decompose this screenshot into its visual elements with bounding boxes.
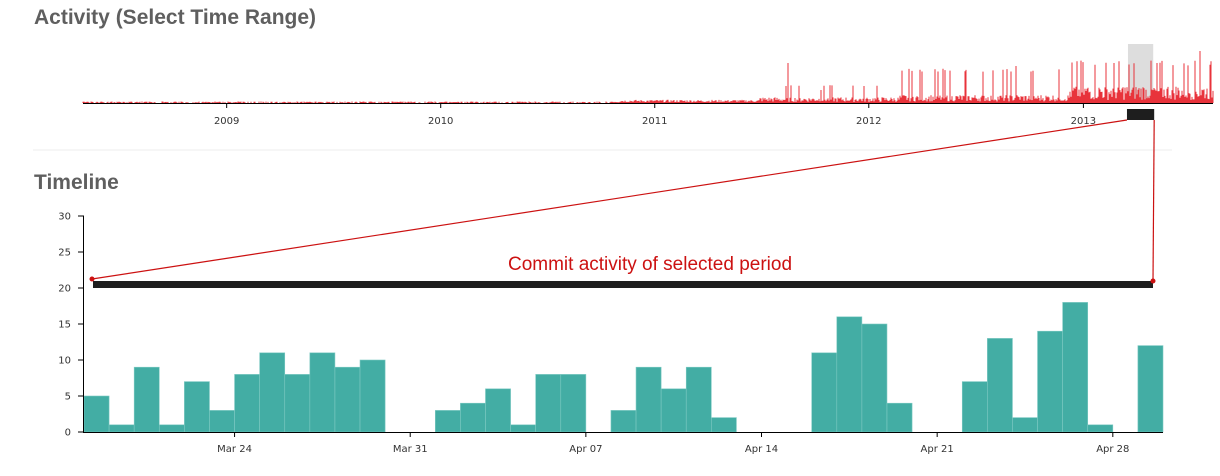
- connector-line-left: [91, 119, 1128, 280]
- overview-tick-label: 2010: [428, 116, 453, 127]
- timeline-bar: [711, 417, 737, 433]
- overview-tick-label: 2009: [214, 116, 239, 127]
- timeline-x-tick-label: Mar 24: [217, 444, 252, 455]
- timeline-y-tick-label: 25: [58, 248, 71, 259]
- overview-tick-label: 2012: [856, 116, 881, 127]
- timeline-bar: [234, 374, 260, 433]
- timeline-bar: [685, 366, 712, 433]
- timeline-bar: [635, 366, 662, 433]
- timeline-x-tick-label: Mar 31: [393, 444, 428, 455]
- connector-dot-right: [1150, 278, 1156, 284]
- timeline-bar: [309, 352, 336, 433]
- annotation-label: Commit activity of selected period: [508, 254, 792, 275]
- timeline-bar: [811, 352, 838, 433]
- overview-tick-label: 2011: [642, 116, 667, 127]
- timeline-y-tick-label: 5: [65, 392, 71, 403]
- activity-heading: Activity (Select Time Range): [34, 6, 317, 29]
- timeline-y-tick-label: 15: [58, 320, 71, 331]
- timeline-x-tick-label: Apr 21: [921, 444, 954, 455]
- timeline-x-tick-label: Apr 28: [1096, 444, 1129, 455]
- timeline-bar: [1012, 417, 1038, 433]
- overview-chart[interactable]: 2009 2010 2011 2012 2013: [82, 44, 1214, 127]
- annotation-connector: Commit activity of selected period: [89, 119, 1156, 288]
- timeline-bar: [334, 366, 361, 433]
- timeline-bar: [284, 374, 311, 433]
- timeline-y-tick-label: 30: [58, 212, 71, 223]
- timeline-bar: [209, 410, 235, 433]
- timeline-bar: [535, 374, 562, 433]
- timeline-y-tick-label: 0: [65, 428, 71, 439]
- timeline-bar: [158, 424, 185, 433]
- timeline-chart: 0 5 10 15 20 25 30 Mar 24 Mar 31 Apr 07 Apr 14 Apr …: [58, 212, 1164, 455]
- timeline-bar: [1137, 345, 1164, 433]
- timeline-bar: [83, 395, 110, 433]
- timeline-bar: [610, 410, 637, 433]
- overview-activity-series: [82, 51, 1214, 103]
- connector-dot-left: [89, 276, 95, 282]
- connector-line-right: [1152, 119, 1155, 282]
- timeline-bar: [560, 374, 587, 433]
- timeline-bar: [1037, 330, 1063, 433]
- timeline-bar: [836, 316, 863, 433]
- timeline-bar: [987, 338, 1013, 433]
- timeline-bar: [435, 410, 461, 433]
- timeline-bar: [886, 402, 913, 433]
- timeline-bar: [108, 424, 135, 433]
- timeline-bar: [961, 381, 988, 433]
- timeline-bar: [259, 352, 286, 433]
- selected-period-bar: [93, 281, 1153, 288]
- timeline-bar: [485, 388, 511, 433]
- timeline-bar: [184, 381, 210, 433]
- timeline-heading: Timeline: [34, 171, 119, 194]
- brush-handle[interactable]: [1126, 109, 1155, 120]
- timeline-bar: [1062, 302, 1089, 433]
- timeline-bar: [133, 366, 160, 433]
- timeline-y-tick-label: 10: [58, 356, 71, 367]
- timeline-y-tick-label: 20: [58, 284, 71, 295]
- timeline-bar: [510, 424, 536, 433]
- timeline-bar: [861, 323, 888, 433]
- timeline-x-tick-label: Apr 07: [569, 444, 602, 455]
- timeline-bar: [359, 359, 386, 433]
- timeline-bar: [1087, 424, 1114, 433]
- timeline-x-tick-label: Apr 14: [745, 444, 778, 455]
- overview-tick-label: 2013: [1071, 116, 1096, 127]
- timeline-bar: [660, 388, 687, 433]
- timeline-bar: [460, 402, 486, 433]
